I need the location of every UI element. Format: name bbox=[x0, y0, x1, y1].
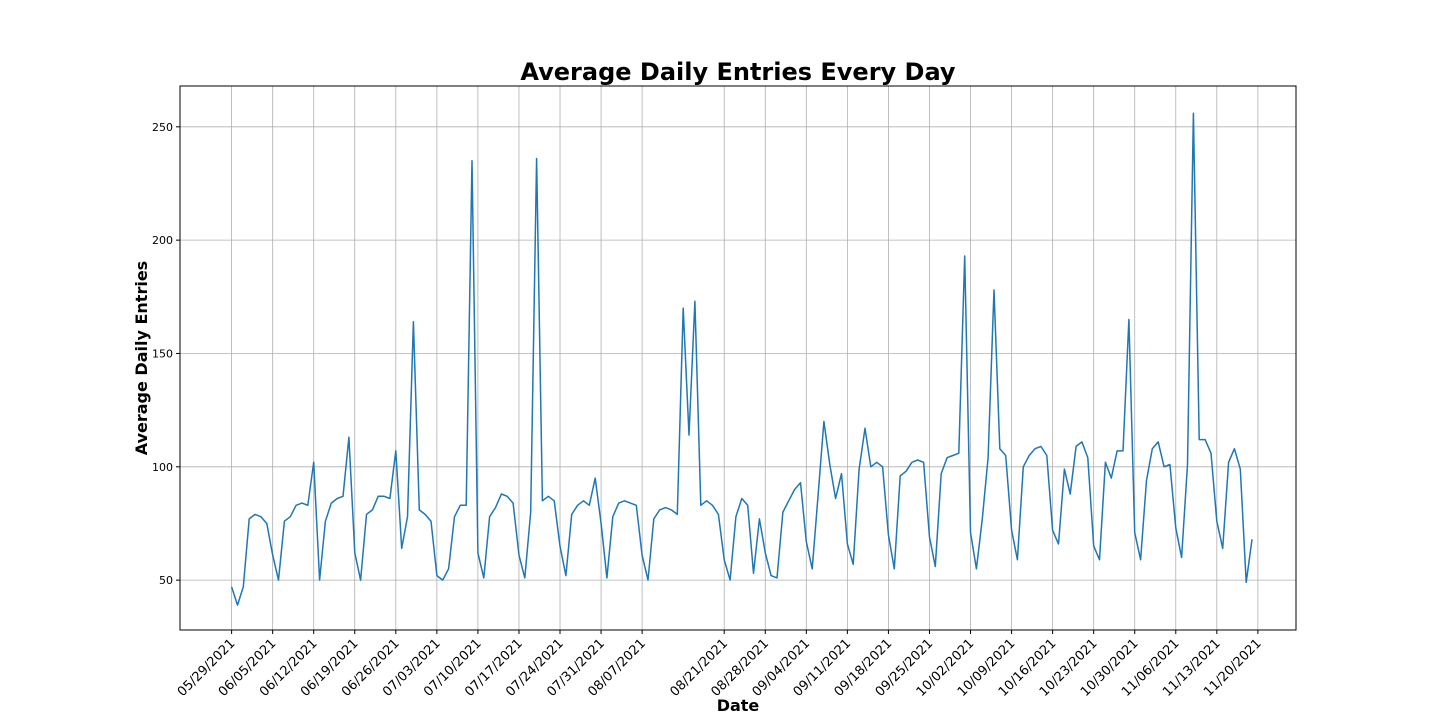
y-axis-ticks: 50 100 150 200 250 bbox=[152, 121, 180, 587]
y-axis-label: Average Daily Entries bbox=[132, 261, 151, 455]
y-tick-label: 100 bbox=[152, 461, 173, 474]
y-tick-label: 50 bbox=[159, 574, 173, 587]
grid bbox=[180, 86, 1296, 630]
plot-frame bbox=[179, 85, 1297, 631]
y-tick-label: 150 bbox=[152, 347, 173, 360]
x-axis-label: Date bbox=[717, 696, 760, 715]
y-tick-label: 250 bbox=[152, 121, 173, 134]
series-line-layer bbox=[230, 112, 1253, 606]
series-line bbox=[230, 112, 1253, 606]
chart-title: Average Daily Entries Every Day bbox=[520, 58, 956, 86]
y-tick-label: 200 bbox=[152, 234, 173, 247]
